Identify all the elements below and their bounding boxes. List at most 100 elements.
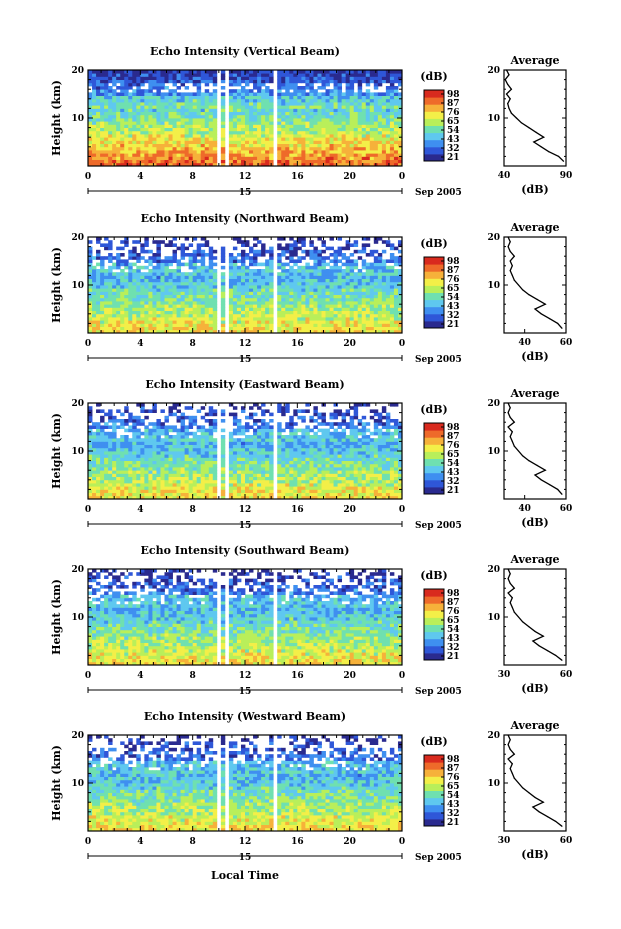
colorbar-swatch: [424, 264, 444, 267]
heatmap-cell: [116, 320, 121, 324]
heatmap-cell: [261, 326, 266, 331]
heatmap-cell: [293, 111, 298, 116]
heatmap-cell: [381, 105, 387, 109]
heatmap-cell: [120, 259, 125, 263]
heatmap-cell: [108, 134, 113, 138]
heatmap-cell: [96, 118, 101, 122]
heatmap-cell: [281, 326, 286, 331]
heatmap-cell: [373, 262, 379, 267]
heatmap-cell: [88, 137, 93, 141]
heatmap-cell: [361, 118, 367, 122]
heatmap-cell: [184, 124, 190, 128]
heatmap-cell: [253, 253, 258, 257]
heatmap-cell: [365, 326, 371, 331]
heatmap-cell: [365, 114, 371, 119]
heatmap-cell: [172, 285, 177, 289]
heatmap-cell: [393, 307, 399, 311]
heatmap-cell: [228, 323, 234, 327]
heatmap-cell: [200, 262, 206, 267]
heatmap-cell: [325, 326, 330, 331]
heatmap-cell: [325, 281, 330, 286]
heatmap-cell: [393, 489, 399, 493]
heatmap-cell: [236, 259, 242, 263]
heatmap-cell: [245, 281, 250, 286]
colorbar-tick-label: 21: [447, 320, 460, 330]
heatmap-cell: [132, 240, 137, 244]
heatmap-cell: [385, 272, 391, 276]
heatmap-cell: [112, 492, 117, 497]
heatmap-cell: [128, 137, 133, 141]
heatmap-cell: [277, 310, 282, 315]
heatmap-cell: [337, 121, 343, 125]
heatmap-cell: [148, 297, 153, 302]
heatmap-cell: [333, 118, 338, 122]
heatmap-cell: [285, 150, 290, 154]
heatmap-cell: [285, 489, 290, 493]
heatmap-cell: [321, 297, 326, 302]
heatmap-cell: [297, 79, 302, 84]
heatmap-cell: [168, 134, 173, 138]
heatmap-cell: [192, 162, 198, 167]
heatmap-cell: [212, 313, 218, 318]
heatmap-cell: [140, 73, 145, 77]
heatmap-cell: [381, 479, 387, 484]
heatmap-cell: [277, 492, 282, 497]
heatmap-cell: [381, 150, 387, 154]
heatmap-cell: [168, 124, 173, 128]
heatmap-cell: [313, 137, 318, 141]
heatmap-cell: [281, 79, 286, 84]
colorbar-tick-label: 43: [447, 302, 460, 312]
heatmap-cell: [253, 495, 258, 500]
heatmap-cell: [369, 92, 375, 96]
heatmap-cell: [381, 249, 387, 254]
heatmap-cell: [365, 82, 371, 87]
heatmap-cell: [369, 140, 375, 144]
heatmap-cell: [321, 249, 326, 254]
heatmap-cell: [128, 134, 133, 138]
heatmap-cell: [132, 246, 137, 251]
heatmap-cell: [208, 127, 214, 132]
heatmap-cell: [281, 317, 286, 321]
heatmap-cell: [168, 476, 173, 481]
heatmap-cell: [172, 108, 177, 112]
heatmap-cell: [236, 124, 242, 128]
heatmap-cell: [228, 329, 234, 334]
heatmap-cell: [341, 92, 347, 96]
heatmap-cell: [349, 146, 355, 151]
heatmap: [88, 237, 403, 334]
heatmap-cell: [212, 118, 218, 122]
heatmap-cell: [345, 118, 351, 122]
heatmap-cell: [373, 297, 379, 302]
heatmap-cell: [228, 140, 234, 144]
heatmap-cell: [220, 137, 226, 141]
heatmap-cell: [148, 70, 153, 74]
heatmap-cell: [180, 479, 186, 484]
heatmap-cell: [321, 301, 326, 305]
heatmap-cell: [208, 73, 214, 77]
heatmap-cell: [297, 137, 302, 141]
heatmap-cell: [377, 76, 383, 80]
heatmap-cell: [289, 495, 294, 500]
heatmap-cell: [176, 153, 181, 157]
heatmap-cell: [313, 246, 318, 251]
heatmap-cell: [116, 127, 121, 132]
heatmap-cell: [156, 486, 161, 490]
heatmap-cell: [196, 495, 202, 500]
heatmap-cell: [180, 317, 186, 321]
heatmap-cell: [132, 134, 137, 138]
heatmap-cell: [240, 329, 246, 334]
heatmap-cell: [168, 291, 173, 295]
heatmap-cell: [369, 79, 375, 84]
heatmap-cell: [100, 492, 105, 497]
heatmap-cell: [116, 79, 121, 84]
heatmap-cell: [297, 310, 302, 315]
heatmap-cell: [88, 269, 93, 273]
heatmap-cell: [257, 329, 262, 334]
heatmap-cell: [116, 489, 121, 493]
heatmap-cell: [188, 317, 194, 321]
heatmap-cell: [208, 278, 214, 283]
heatmap-cell: [240, 76, 246, 80]
heatmap-cell: [156, 111, 161, 116]
y-tick-label: 10: [71, 281, 84, 291]
heatmap-cell: [345, 256, 351, 260]
